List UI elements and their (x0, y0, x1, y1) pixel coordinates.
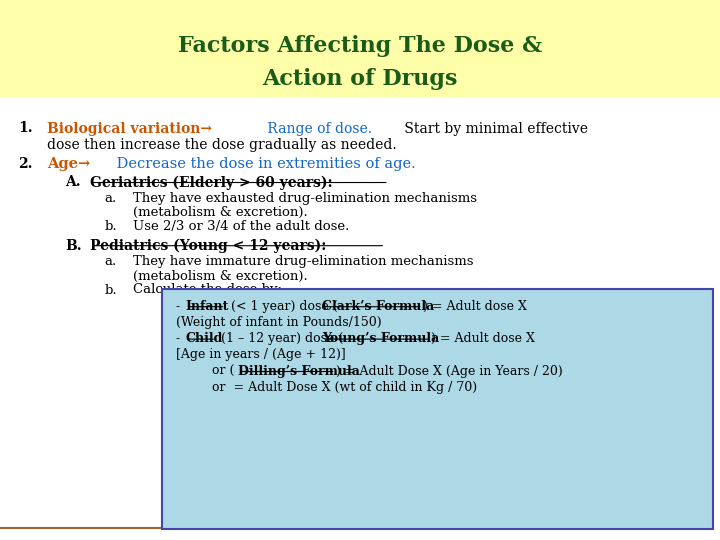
Text: b.: b. (104, 220, 117, 233)
Text: ) = Adult dose X: ) = Adult dose X (431, 332, 535, 345)
Text: (metabolism & excretion).: (metabolism & excretion). (133, 269, 308, 282)
Text: (< 1 year) dose (: (< 1 year) dose ( (227, 300, 338, 313)
Text: b.: b. (104, 284, 117, 296)
Text: -: - (176, 332, 184, 345)
Text: Child: Child (186, 332, 223, 345)
Text: Young’s Formula: Young’s Formula (323, 332, 440, 345)
Text: 2.: 2. (18, 157, 32, 171)
Text: or  = Adult Dose X (wt of child in Kg / 70): or = Adult Dose X (wt of child in Kg / 7… (212, 381, 477, 394)
Text: A.: A. (65, 176, 81, 190)
Text: Dilling’s Formula: Dilling’s Formula (238, 364, 359, 377)
Text: dose then increase the dose gradually as needed.: dose then increase the dose gradually as… (47, 138, 397, 152)
Text: a.: a. (104, 192, 117, 205)
Text: Decrease the dose in extremities of age.: Decrease the dose in extremities of age. (112, 157, 415, 171)
Text: 1.: 1. (18, 122, 32, 136)
Text: Action of Drugs: Action of Drugs (262, 68, 458, 90)
Text: They have exhausted drug-elimination mechanisms: They have exhausted drug-elimination mec… (133, 192, 477, 205)
Text: ) = Adult dose X: ) = Adult dose X (423, 300, 527, 313)
Text: Pediatrics (Young < 12 years):: Pediatrics (Young < 12 years): (90, 239, 326, 253)
Text: Clark’s Formula: Clark’s Formula (322, 300, 434, 313)
Text: -: - (176, 300, 184, 313)
Text: Infant: Infant (186, 300, 229, 313)
Text: [Age in years / (Age + 12)]: [Age in years / (Age + 12)] (176, 348, 346, 361)
Text: They have immature drug-elimination mechanisms: They have immature drug-elimination mech… (133, 255, 474, 268)
Text: (metabolism & excretion).: (metabolism & excretion). (133, 206, 308, 219)
FancyBboxPatch shape (0, 0, 720, 97)
Text: ) = Adult Dose X (Age in Years / 20): ) = Adult Dose X (Age in Years / 20) (336, 364, 563, 377)
Text: Age→: Age→ (47, 157, 90, 171)
Text: (1 – 12 year) dose (: (1 – 12 year) dose ( (217, 332, 344, 345)
Text: Factors Affecting The Dose &: Factors Affecting The Dose & (178, 35, 542, 57)
Text: Biological variation→: Biological variation→ (47, 122, 212, 136)
Text: (Weight of infant in Pounds/150): (Weight of infant in Pounds/150) (176, 316, 382, 329)
FancyBboxPatch shape (162, 289, 713, 529)
Text: Geriatrics (Elderly > 60 years):: Geriatrics (Elderly > 60 years): (90, 176, 333, 190)
Text: B.: B. (65, 239, 81, 253)
Text: Calculate the dose by:: Calculate the dose by: (133, 284, 282, 296)
Text: or (: or ( (212, 364, 235, 377)
Text: Start by minimal effective: Start by minimal effective (400, 122, 588, 136)
Text: Use 2/3 or 3/4 of the adult dose.: Use 2/3 or 3/4 of the adult dose. (133, 220, 350, 233)
Text: Range of dose.: Range of dose. (263, 122, 372, 136)
Text: a.: a. (104, 255, 117, 268)
